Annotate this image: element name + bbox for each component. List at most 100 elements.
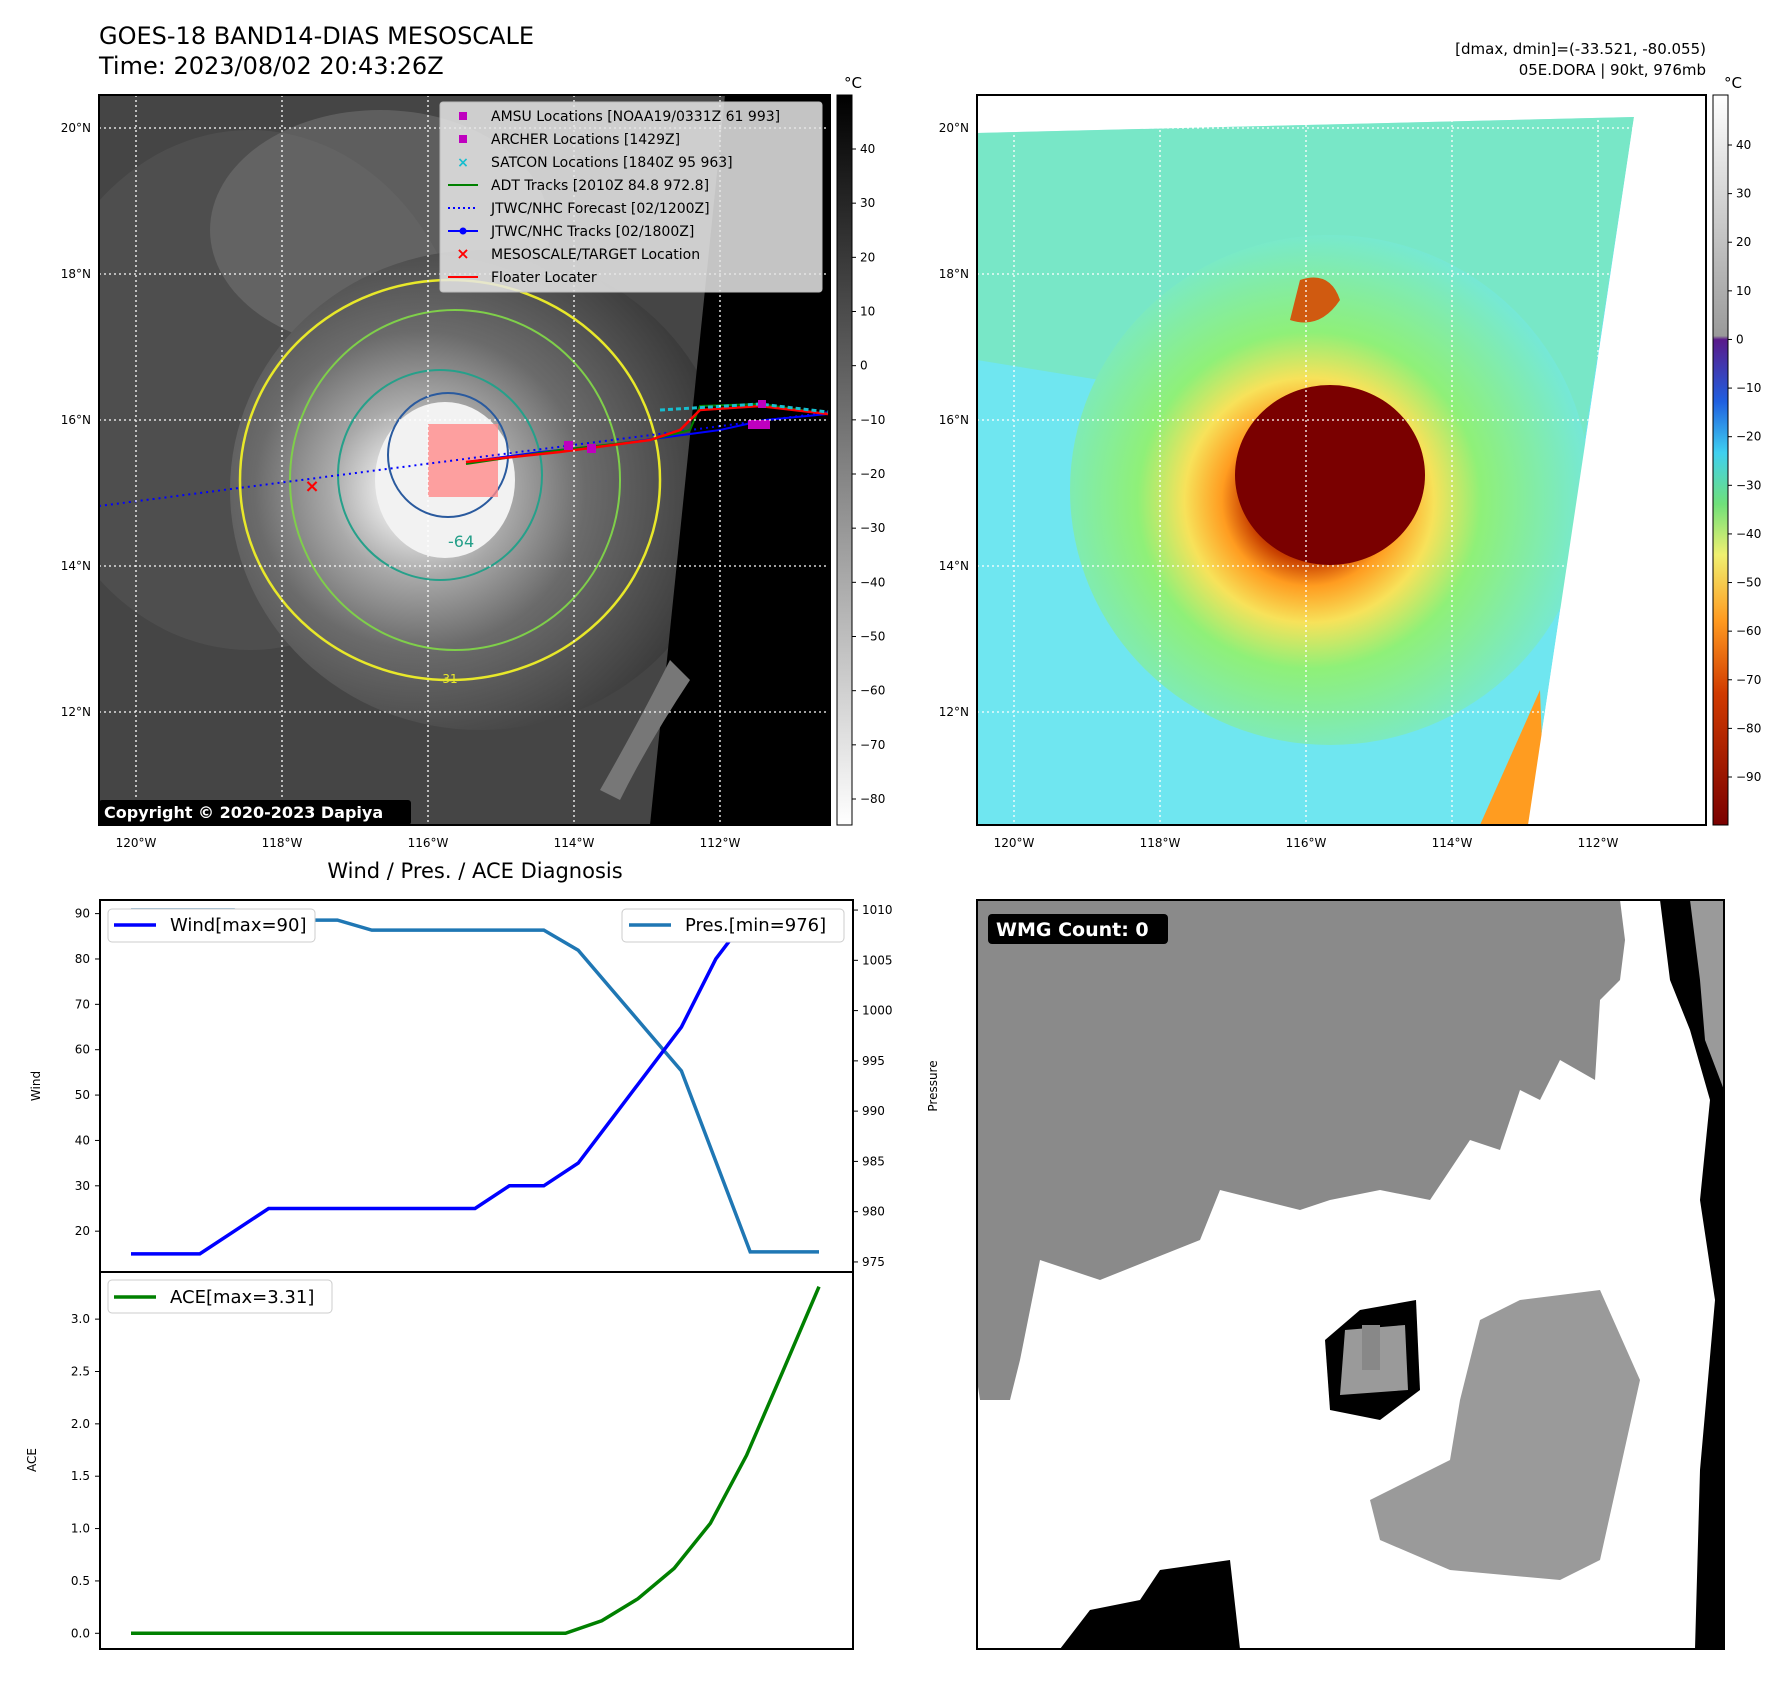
wind-tick-label: 80	[75, 952, 90, 966]
pressure-legend-label: Pres.[min=976]	[685, 915, 826, 936]
stats-line-2: 05E.DORA | 90kt, 976mb	[1519, 61, 1706, 79]
copyright-text: Copyright © 2020-2023 Dapiya	[104, 803, 383, 822]
ace-tick-label: 1.5	[71, 1469, 90, 1483]
color-colorbar-label: 40	[1736, 138, 1751, 152]
gray-colorbar-label: 20	[860, 250, 875, 264]
color-colorbar: °C 40 30 20 10 0 −10 −20 −30 −40 −50 −60 −70 −80 −90	[1712, 74, 1761, 826]
wmg-count-badge	[988, 914, 1168, 944]
color-lat-label: 12°N	[939, 705, 969, 719]
gray-colorbar-ticks: 40 30 20 10 0 −10 −20 −30 −40 −50 −60 −70 −80	[852, 142, 885, 806]
gray-lat-label: 12°N	[61, 705, 91, 719]
amsu-marker	[587, 444, 596, 453]
color-lat-label: 18°N	[939, 267, 969, 281]
wmg-eye-core	[1362, 1325, 1380, 1370]
ace-tick-label: 2.0	[71, 1417, 90, 1431]
ace-tick-label: 3.0	[71, 1312, 90, 1326]
gray-colorbar-label: 0	[860, 359, 868, 373]
wmg-count-label: WMG Count: 0	[996, 919, 1149, 941]
ace-legend: ACE[max=3.31]	[107, 1279, 333, 1314]
wmg-black-edge	[1660, 900, 1724, 1649]
color-lat-label: 16°N	[939, 413, 969, 427]
wind-tick-label: 20	[75, 1224, 90, 1238]
pressure-legend-box	[621, 908, 845, 943]
color-colorbar-bar	[1712, 94, 1729, 826]
wind-legend-box	[107, 908, 316, 943]
map-legend: AMSU Locations [NOAA19/0331Z 61 993] ARC…	[439, 101, 823, 293]
color-colorbar-label: −30	[1736, 478, 1761, 492]
gray-lat-label: 20°N	[61, 121, 91, 135]
gray-cloud-band	[600, 660, 690, 800]
pressure-tick-label: 1010	[862, 903, 893, 917]
color-colorbar-label: 20	[1736, 235, 1751, 249]
color-lat-label: 20°N	[939, 121, 969, 135]
wind-legend-label: Wind[max=90]	[170, 915, 307, 936]
ace-tick-label: 2.5	[71, 1364, 90, 1378]
color-colorbar-label: −60	[1736, 624, 1761, 638]
gray-colorbar-label: −40	[860, 575, 885, 589]
color-colorbar-unit: °C	[1724, 74, 1742, 92]
pressure-tick-label: 990	[862, 1104, 885, 1118]
color-lon-label: 120°W	[994, 836, 1035, 850]
color-colorbar-label: 10	[1736, 284, 1751, 298]
ace-legend-label: ACE[max=3.31]	[170, 1287, 314, 1308]
page-subtitle: Time: 2023/08/02 20:43:26Z	[98, 52, 444, 80]
pressure-axis-label: Pressure	[926, 1060, 940, 1111]
gray-colorbar-label: −20	[860, 467, 885, 481]
legend-label: ADT Tracks [2010Z 84.8 972.8]	[491, 178, 709, 194]
gray-lon-label: 120°W	[116, 836, 157, 850]
pressure-tick-label: 1005	[862, 953, 893, 967]
legend-label: ARCHER Locations [1429Z]	[491, 132, 680, 148]
gray-lon-label: 118°W	[262, 836, 303, 850]
wind-pressure-frame	[99, 899, 854, 1273]
pressure-tick-label: 995	[862, 1054, 885, 1068]
legend-marker-target: ×	[456, 244, 469, 263]
stats-line-1: [dmax, dmin]=(-33.521, -80.055)	[1455, 40, 1706, 58]
color-colorbar-label: 30	[1736, 187, 1751, 201]
wmg-gray-edge	[1690, 900, 1724, 1090]
contour-label: -64	[448, 532, 474, 551]
gray-colorbar-label: −10	[860, 413, 885, 427]
pressure-legend: Pres.[min=976]	[621, 908, 845, 943]
wmg-panel: WMG Count: 0	[976, 899, 1725, 1650]
color-colorbar-label: −20	[1736, 430, 1761, 444]
ace-series-line	[131, 1285, 821, 1636]
ace-axis-ticks: 3.0 2.5 2.0 1.5 1.0 0.5 0.0	[71, 1312, 100, 1640]
archer-marker	[564, 441, 573, 450]
pressure-tick-label: 1000	[862, 1004, 893, 1018]
gray-lat-label: 16°N	[61, 413, 91, 427]
gray-lon-label: 114°W	[554, 836, 595, 850]
wind-axis-label: Wind	[29, 1071, 43, 1101]
color-colorbar-ticks: 40 30 20 10 0 −10 −20 −30 −40 −50 −60 −70 −80 −90	[1728, 138, 1761, 784]
color-map-gridlines	[977, 95, 1706, 825]
wind-series-line	[131, 911, 819, 1256]
gray-colorbar: °C 40 30 20 10 0 −10 −20 −30 −40 −50 −60 −70 −80	[836, 74, 885, 826]
legend-label: JTWC/NHC Forecast [02/1200Z]	[490, 201, 710, 217]
wmg-black-corner	[1060, 1560, 1240, 1649]
color-cloud-band	[1290, 277, 1340, 323]
ace-tick-label: 0.5	[71, 1574, 90, 1588]
color-colorbar-label: −40	[1736, 527, 1761, 541]
color-lon-label: 114°W	[1432, 836, 1473, 850]
legend-box	[439, 101, 823, 293]
contour-blue	[387, 392, 509, 518]
pressure-tick-label: 980	[862, 1205, 885, 1219]
color-lon-label: 112°W	[1578, 836, 1619, 850]
color-colorbar-label: −80	[1736, 721, 1761, 735]
legend-label: AMSU Locations [NOAA19/0331Z 61 993]	[491, 109, 780, 125]
wind-tick-label: 60	[75, 1043, 90, 1057]
wind-axis-ticks: 90 80 70 60 50 40 30 20	[75, 907, 100, 1238]
color-lat-label: 14°N	[939, 559, 969, 573]
amsu-marker	[758, 400, 766, 408]
gray-colorbar-label: −50	[860, 630, 885, 644]
ace-tick-label: 0.0	[71, 1626, 90, 1640]
legend-label: Floater Locater	[491, 270, 597, 286]
wind-pressure-chart: 90 80 70 60 50 40 30 20 1010 1005 1000 995 990 985 98…	[29, 899, 940, 1273]
gray-map-frame	[98, 94, 831, 826]
gray-ir-map: -64 -31 ×	[61, 94, 831, 850]
color-colorbar-label: −10	[1736, 381, 1761, 395]
legend-label: MESOSCALE/TARGET Location	[491, 247, 700, 263]
legend-marker-archer	[459, 135, 467, 143]
color-colorbar-label: −90	[1736, 770, 1761, 784]
wind-tick-label: 90	[75, 907, 90, 921]
